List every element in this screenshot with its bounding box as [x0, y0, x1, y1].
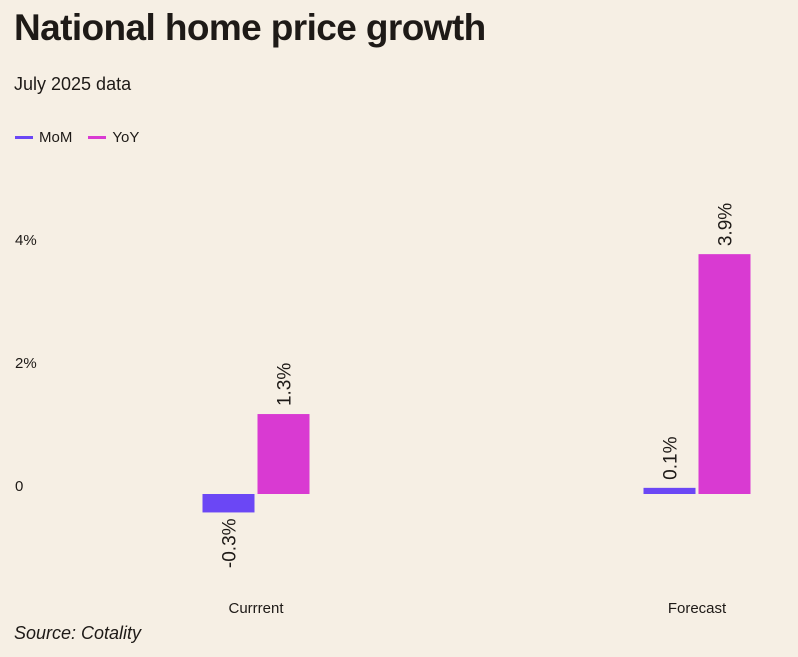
y-tick-label-0: 0	[15, 478, 23, 495]
legend-item-yoy: YoY	[88, 129, 139, 146]
legend-item-mom: MoM	[15, 129, 72, 146]
data-label-yoy-currrent: 1.3%	[275, 363, 296, 406]
legend-swatch-yoy	[88, 136, 107, 139]
bar-yoy-forecast	[698, 254, 751, 494]
bar-mom-forecast	[643, 487, 696, 494]
legend-swatch-mom	[15, 136, 33, 139]
data-label-yoy-forecast: 3.9%	[716, 203, 737, 246]
x-tick-label-0: Currrent	[228, 600, 284, 617]
legend: MoM YoY	[15, 129, 155, 146]
legend-label-yoy: YoY	[112, 129, 140, 146]
bar-mom-currrent	[202, 494, 255, 513]
bar-yoy-currrent	[257, 414, 310, 494]
x-tick-label-1: Forecast	[668, 600, 727, 617]
y-tick-label-2: 4%	[15, 232, 37, 249]
data-label-mom-forecast: 0.1%	[661, 436, 682, 479]
source-note: Source: Cotality	[14, 623, 142, 643]
data-label-mom-currrent: -0.3%	[220, 518, 241, 568]
y-tick-label-1: 2%	[15, 355, 37, 372]
chart-subtitle: July 2025 data	[14, 74, 132, 94]
chart-title: National home price growth	[14, 7, 486, 48]
legend-label-mom: MoM	[39, 129, 73, 146]
